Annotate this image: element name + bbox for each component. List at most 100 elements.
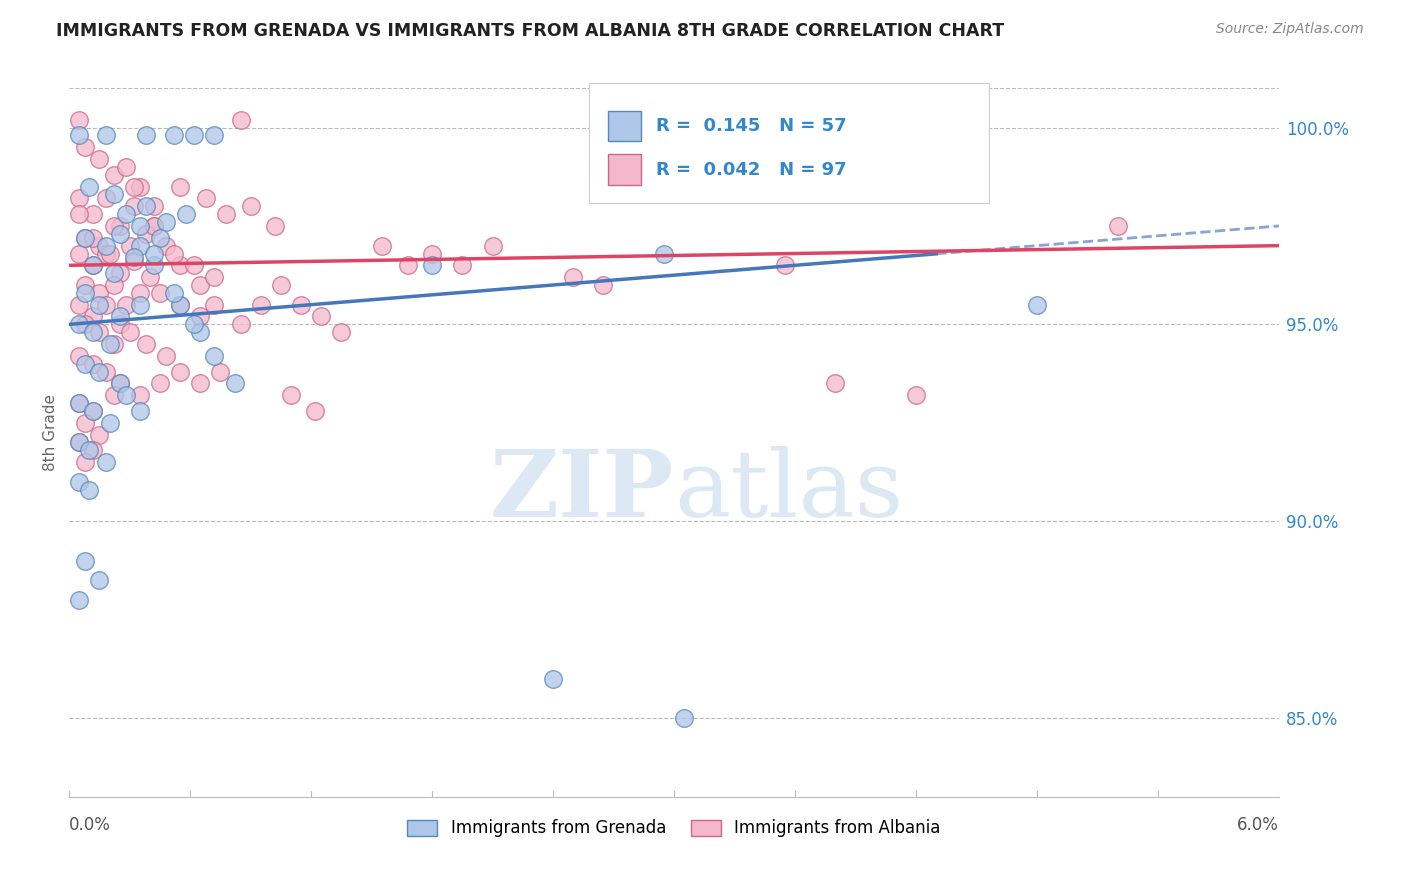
Point: [229, 318, 252, 332]
Text: atlas: atlas: [673, 446, 903, 536]
Point: [169, 179, 191, 194]
Point: [183, 128, 205, 143]
Point: [122, 254, 145, 268]
Point: [114, 388, 136, 402]
Point: [103, 168, 125, 182]
Point: [824, 376, 846, 391]
Point: [98, 246, 121, 260]
Point: [67, 207, 90, 221]
Point: [309, 310, 332, 324]
Point: [155, 215, 177, 229]
Point: [481, 238, 503, 252]
Point: [163, 128, 186, 143]
Point: [330, 325, 353, 339]
Point: [67, 298, 90, 312]
Point: [202, 298, 225, 312]
Point: [103, 278, 125, 293]
Point: [562, 270, 585, 285]
Point: [79, 443, 101, 458]
Point: [128, 238, 150, 252]
Point: [1026, 298, 1049, 312]
Point: [135, 337, 157, 351]
Point: [239, 199, 262, 213]
Point: [67, 593, 90, 607]
Point: [82, 404, 104, 418]
Point: [128, 404, 150, 418]
Point: [89, 238, 111, 252]
Point: [75, 231, 97, 245]
Point: [163, 246, 186, 260]
Point: [592, 278, 614, 293]
Point: [75, 140, 97, 154]
Point: [67, 128, 90, 143]
Point: [67, 112, 90, 127]
Point: [773, 258, 796, 272]
Point: [103, 337, 125, 351]
Point: [224, 376, 246, 391]
Point: [98, 416, 121, 430]
Point: [82, 310, 104, 324]
Text: 6.0%: 6.0%: [1237, 816, 1279, 834]
Point: [67, 396, 90, 410]
Point: [122, 251, 145, 265]
Point: [108, 310, 131, 324]
Point: [290, 298, 312, 312]
Point: [108, 376, 131, 391]
Point: [209, 365, 232, 379]
Point: [195, 191, 218, 205]
Point: [89, 152, 111, 166]
Point: [188, 376, 211, 391]
Point: [188, 278, 211, 293]
Point: [135, 227, 157, 241]
Point: [280, 388, 302, 402]
Point: [128, 219, 150, 233]
Point: [142, 199, 165, 213]
Point: [142, 246, 165, 260]
Point: [82, 404, 104, 418]
Point: [67, 396, 90, 410]
Point: [82, 207, 104, 221]
Point: [75, 416, 97, 430]
Point: [135, 128, 157, 143]
Point: [188, 310, 211, 324]
Bar: [607, 154, 641, 185]
Point: [89, 427, 111, 442]
Point: [128, 388, 150, 402]
Bar: [607, 111, 641, 141]
Point: [82, 325, 104, 339]
Point: [82, 258, 104, 272]
FancyBboxPatch shape: [589, 83, 988, 203]
Point: [94, 246, 117, 260]
Point: [89, 365, 111, 379]
Point: [169, 298, 191, 312]
Point: [142, 258, 165, 272]
Point: [94, 298, 117, 312]
Point: [89, 325, 111, 339]
Point: [142, 219, 165, 233]
Point: [67, 318, 90, 332]
Point: [122, 179, 145, 194]
Point: [82, 357, 104, 371]
Point: [67, 435, 90, 450]
Point: [122, 199, 145, 213]
Point: [108, 219, 131, 233]
Point: [103, 266, 125, 280]
Point: [89, 285, 111, 300]
Point: [155, 349, 177, 363]
Point: [94, 365, 117, 379]
Point: [114, 207, 136, 221]
Point: [135, 199, 157, 213]
Point: [128, 179, 150, 194]
Point: [541, 672, 564, 686]
Point: [188, 325, 211, 339]
Point: [420, 246, 443, 260]
Point: [94, 238, 117, 252]
Point: [249, 298, 271, 312]
Point: [183, 258, 205, 272]
Point: [202, 270, 225, 285]
Point: [67, 349, 90, 363]
Point: [370, 238, 392, 252]
Point: [149, 231, 172, 245]
Point: [67, 191, 90, 205]
Point: [114, 160, 136, 174]
